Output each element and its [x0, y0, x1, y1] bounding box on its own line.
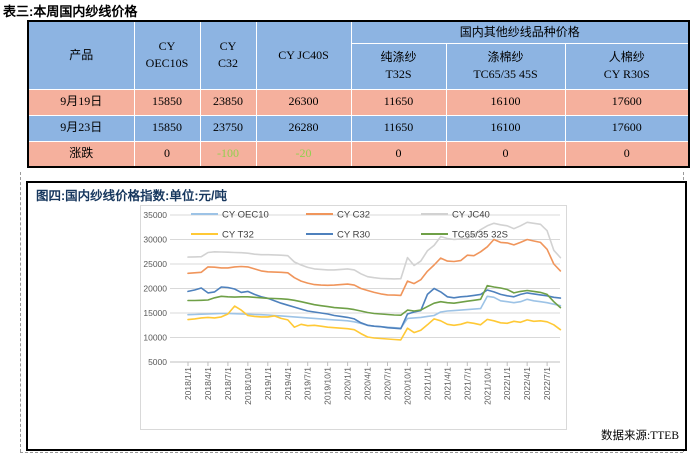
svg-text:25000: 25000 [143, 259, 167, 269]
svg-text:2018/10/1: 2018/10/1 [243, 367, 253, 405]
table-row-sep23: 9月23日 15850 23750 26280 11650 16100 1760… [27, 114, 690, 142]
svg-text:2020/4/1: 2020/4/1 [363, 367, 373, 400]
cell-value: 15850 [133, 114, 201, 142]
col-header-line: T32S [385, 67, 412, 81]
cell-change: -100 [199, 140, 257, 168]
svg-text:5000: 5000 [148, 357, 167, 367]
col-header-line: TC65/35 45S [473, 67, 538, 81]
svg-text:2019/4/1: 2019/4/1 [283, 367, 293, 400]
col-header-cy-jc40s: CY JC40S [255, 20, 352, 90]
svg-text:CY JC40: CY JC40 [452, 210, 490, 221]
group-header-other-yarns: 国内其他纱线品种价格 [350, 20, 690, 44]
chart-object: 5000 10000 15000 20000 25000 30000 35000 2018/1… [140, 205, 567, 430]
svg-text:2018/1/1: 2018/1/1 [183, 367, 193, 400]
svg-text:2020/10/1: 2020/10/1 [402, 367, 412, 405]
svg-text:2018/7/1: 2018/7/1 [223, 367, 233, 400]
col-header-line: 涤棉纱 [487, 49, 524, 64]
page-break-line-left [20, 172, 21, 452]
col-header-product: 产品 [27, 20, 135, 90]
svg-text:20000: 20000 [143, 284, 167, 294]
row-label: 9月19日 [27, 88, 135, 116]
yarn-price-table: 产品 CY OEC10S CY C32 CY JC40S 国内其他纱线品种价格 … [27, 20, 691, 168]
svg-text:2018/4/1: 2018/4/1 [203, 367, 213, 400]
svg-text:2019/1/1: 2019/1/1 [263, 367, 273, 400]
svg-text:10000: 10000 [143, 333, 167, 343]
svg-text:2020/1/1: 2020/1/1 [343, 367, 353, 400]
cell-value: 26280 [255, 114, 352, 142]
col-header-line: C32 [217, 56, 238, 71]
svg-text:2022/7/1: 2022/7/1 [542, 367, 552, 400]
col-header-line: CY [158, 38, 176, 53]
table-row-change: 涨跌 0 -100 -20 0 0 0 [27, 140, 690, 168]
cell-value: 16100 [445, 88, 566, 116]
col-header-line: CY R30S [603, 67, 650, 81]
svg-text:30000: 30000 [143, 235, 167, 245]
svg-text:CY R30: CY R30 [337, 230, 370, 241]
svg-text:2019/7/1: 2019/7/1 [303, 367, 313, 400]
figure-box: 图四:国内纱线价格指数:单位:元/吨 5000 10000 15000 20000 25… [26, 181, 687, 451]
col-header-cy-r30s: 人棉纱 CY R30S [564, 42, 690, 90]
cell-value: 17600 [564, 114, 690, 142]
yarn-price-chart: 5000 10000 15000 20000 25000 30000 35000 2018/1… [143, 210, 562, 405]
svg-text:2021/1/1: 2021/1/1 [422, 367, 432, 400]
row-label: 9月23日 [27, 114, 135, 142]
figure-title: 图四:国内纱线价格指数:单位:元/吨 [36, 189, 227, 203]
table-title: 表三:本周国内纱线价格 [3, 4, 138, 19]
cell-change: -20 [255, 140, 352, 168]
col-header-line: CY [219, 38, 237, 53]
svg-text:2021/4/1: 2021/4/1 [442, 367, 452, 400]
svg-text:2020/7/1: 2020/7/1 [383, 367, 393, 400]
cell-value: 15850 [133, 88, 201, 116]
svg-text:2022/4/1: 2022/4/1 [522, 367, 532, 400]
col-header-cy-oec10s: CY OEC10S [133, 20, 201, 90]
cell-value: 17600 [564, 88, 690, 116]
svg-text:CY C32: CY C32 [337, 210, 370, 221]
svg-text:TC65/35 32S: TC65/35 32S [452, 230, 508, 241]
col-header-t32s: 纯涤纱 T32S [350, 42, 447, 90]
data-source-label: 数据来源:TTEB [601, 430, 679, 442]
col-header-line: 纯涤纱 [380, 49, 417, 64]
col-header-cy-c32: CY C32 [199, 20, 257, 90]
cell-value: 16100 [445, 114, 566, 142]
svg-text:35000: 35000 [143, 210, 167, 220]
cell-change: 0 [350, 140, 447, 168]
svg-text:2021/7/1: 2021/7/1 [462, 367, 472, 400]
cell-change: 0 [133, 140, 201, 168]
svg-text:15000: 15000 [143, 308, 167, 318]
row-label: 涨跌 [27, 140, 135, 168]
col-header-line: 人棉纱 [608, 49, 645, 64]
cell-value: 26300 [255, 88, 352, 116]
col-header-tc6535-45s: 涤棉纱 TC65/35 45S [445, 42, 566, 90]
cell-change: 0 [564, 140, 690, 168]
cell-value: 23850 [199, 88, 257, 116]
cell-value: 11650 [350, 114, 447, 142]
cell-value: 11650 [350, 88, 447, 116]
col-header-line: OEC10S [145, 56, 189, 71]
cell-change: 0 [445, 140, 566, 168]
svg-text:2022/1/1: 2022/1/1 [502, 367, 512, 400]
cell-value: 23750 [199, 114, 257, 142]
svg-text:CY T32: CY T32 [222, 230, 254, 241]
svg-text:CY OEC10: CY OEC10 [222, 210, 269, 221]
svg-text:2019/10/1: 2019/10/1 [323, 367, 333, 405]
page-break-line-bottom [20, 452, 683, 453]
svg-text:2021/10/1: 2021/10/1 [482, 367, 492, 405]
table-row-sep19: 9月19日 15850 23850 26300 11650 16100 1760… [27, 88, 690, 116]
